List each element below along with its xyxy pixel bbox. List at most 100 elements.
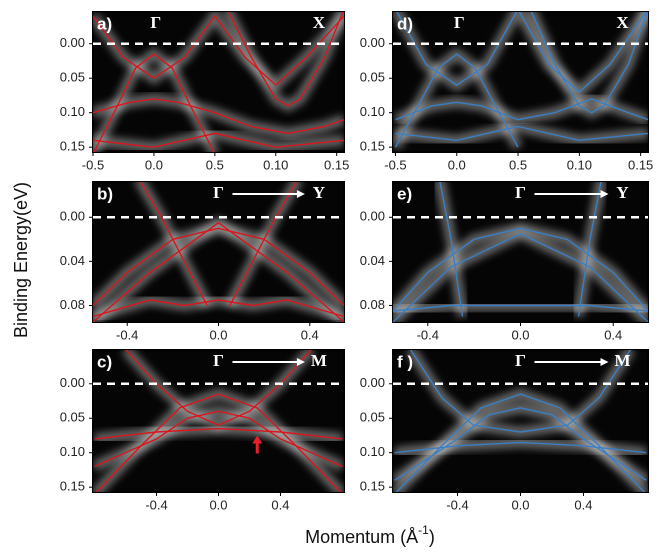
panel: e) Γ Y 0.00 0.04 0.08 -0.4 0.0 0.4 [360, 181, 649, 342]
band-line [394, 441, 647, 454]
k-point-label: Γ [515, 183, 526, 202]
k-point-label: X [616, 13, 629, 32]
y-tick-label: 0.05 [60, 70, 85, 85]
panel-label: c) [97, 352, 112, 371]
k-point-label: Γ [213, 351, 224, 370]
band-line [229, 182, 298, 306]
band-line [530, 12, 648, 114]
band-intensity [393, 300, 648, 317]
band-line [395, 393, 646, 492]
band-line [94, 410, 343, 468]
band-line [393, 304, 648, 312]
band-line [409, 350, 632, 433]
panel-plot [93, 350, 344, 492]
x-tick-label: 0.0 [209, 327, 227, 342]
x-axis-label: Momentum (Å-1) [305, 523, 435, 547]
x-axis-label-sup: -1 [418, 523, 429, 537]
y-tick-label: 0.10 [360, 444, 385, 459]
x-axis-label-end: ) [429, 527, 435, 547]
x-tick-label: -0.4 [446, 497, 468, 512]
y-tick-label: 0.15 [60, 479, 85, 494]
x-tick-label: 0.4 [271, 497, 289, 512]
x-tick-label: 0.0 [448, 157, 466, 172]
panel-plot [93, 12, 344, 152]
y-tick-label: 0.05 [360, 70, 385, 85]
panel: f ) Γ M 0.00 0.05 0.10 0.15 -0.4 0.0 0.4 [360, 349, 649, 512]
band-line [439, 182, 464, 317]
x-tick-label: 0.15 [628, 157, 653, 172]
direction-arrow-head [296, 358, 305, 366]
band-line [393, 233, 648, 322]
panel-label: e) [397, 184, 412, 203]
k-point-label: Γ [454, 13, 465, 32]
y-tick-label: 0.10 [60, 104, 85, 119]
y-axis-label: Binding Energy(eV) [11, 182, 31, 338]
band-line [227, 12, 344, 107]
band-line [394, 407, 647, 481]
x-tick-label: -0.4 [116, 327, 138, 342]
y-tick-label: 0.00 [360, 375, 385, 390]
y-tick-label: 0.04 [60, 253, 85, 268]
y-tick-label: 0.15 [360, 479, 385, 494]
band-line [93, 132, 344, 148]
panel: c) Γ M 0.00 0.05 0.10 0.15 -0.4 0.0 0.4 [60, 349, 345, 512]
band-line [93, 14, 344, 87]
y-tick-label: 0.00 [360, 35, 385, 50]
k-point-label: Γ [150, 13, 161, 32]
x-tick-label: 0.15 [324, 157, 349, 172]
x-tick-label: 0.0 [209, 497, 227, 512]
panel-background [392, 181, 649, 323]
k-point-label: M [311, 351, 327, 370]
y-tick-label: 0.05 [60, 410, 85, 425]
band-line [93, 221, 344, 322]
k-point-label: M [614, 351, 630, 370]
y-tick-label: 0.04 [360, 253, 385, 268]
x-tick-label: 0.4 [604, 327, 622, 342]
y-tick-label: 0.00 [60, 35, 85, 50]
k-point-label: Y [313, 183, 325, 202]
band-line [394, 53, 519, 148]
y-tick-label: 0.15 [360, 139, 385, 154]
k-point-label: X [313, 13, 326, 32]
panel: d) Γ X 0.00 0.05 0.10 0.15 -0.5 0.0 0.5 0.10 0.15 [360, 11, 653, 172]
k-point-label: Y [616, 183, 628, 202]
band-line [93, 227, 344, 307]
band-line [93, 98, 344, 135]
band-line [93, 299, 344, 318]
x-tick-label: -0.4 [145, 497, 167, 512]
y-tick-label: 0.10 [60, 444, 85, 459]
y-tick-label: 0.10 [360, 104, 385, 119]
y-tick-label: 0.00 [60, 375, 85, 390]
x-tick-label: -0.5 [384, 157, 406, 172]
band-line [393, 227, 648, 312]
panel-plot [93, 182, 344, 322]
panel: a) Γ X 0.00 0.05 0.10 0.15 -0.5 0.0 0.5 0.10 0.15 [60, 11, 349, 172]
x-tick-label: 0.4 [301, 327, 319, 342]
band-line [395, 98, 648, 121]
k-point-label: Γ [515, 351, 526, 370]
direction-arrow-head [600, 358, 609, 366]
band-line [396, 12, 647, 93]
panel: b) Γ Y 0.00 0.04 0.08 -0.4 0.0 0.4 [60, 181, 345, 342]
x-tick-label: 0.5 [206, 157, 224, 172]
y-tick-label: 0.05 [360, 410, 385, 425]
x-tick-label: 0.0 [511, 497, 529, 512]
x-axis-label-text: Momentum (Å [305, 527, 418, 547]
panel-background [392, 349, 649, 493]
x-tick-label: 0.4 [574, 497, 592, 512]
k-point-label: Γ [213, 183, 224, 202]
y-tick-label: 0.08 [60, 297, 85, 312]
direction-arrow-head [296, 190, 305, 198]
panel-plot [393, 12, 648, 150]
x-tick-label: 0.0 [511, 327, 529, 342]
y-tick-label: 0.15 [60, 139, 85, 154]
x-tick-label: 0.0 [145, 157, 163, 172]
panel-label: b) [97, 184, 113, 203]
panel-plot [393, 350, 648, 492]
annotation-arrow-head [252, 435, 263, 444]
y-tick-label: 0.00 [360, 209, 385, 224]
x-tick-label: -0.4 [417, 327, 439, 342]
panel-label: f ) [397, 352, 413, 371]
y-tick-label: 0.00 [60, 209, 85, 224]
